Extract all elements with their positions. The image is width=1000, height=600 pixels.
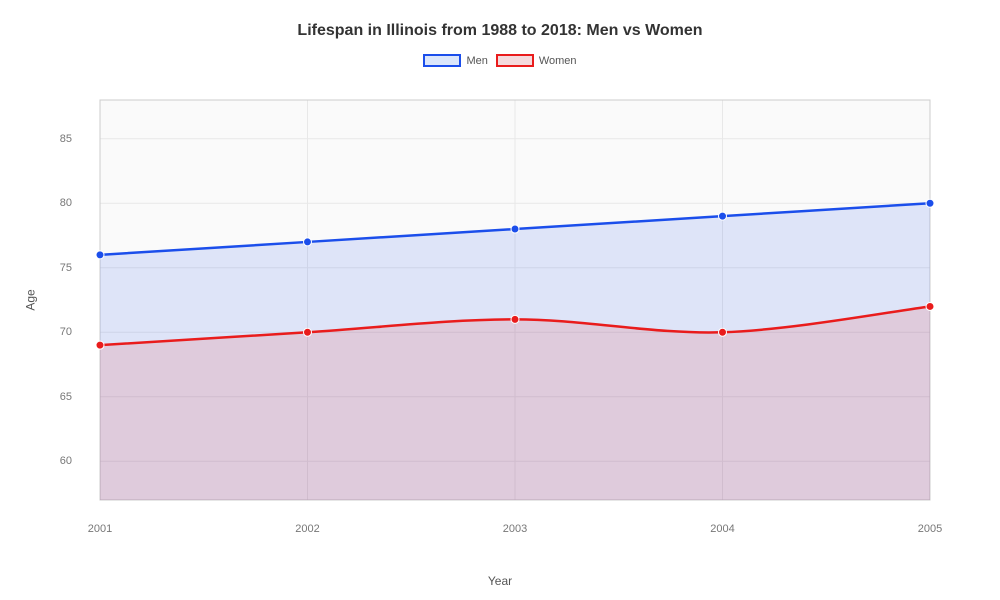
marker-women[interactable] [304, 328, 312, 336]
y-tick-label: 80 [60, 197, 72, 209]
y-tick-label: 60 [60, 455, 72, 467]
y-axis-label: Age [24, 289, 38, 310]
x-tick-label: 2003 [503, 523, 527, 535]
legend-label-men: Men [466, 55, 487, 67]
y-tick-label: 70 [60, 326, 72, 338]
y-tick-label: 85 [60, 133, 72, 145]
x-tick-label: 2002 [295, 523, 319, 535]
marker-men[interactable] [926, 199, 934, 207]
plot-area: 60657075808520012002200320042005 [80, 95, 950, 515]
marker-women[interactable] [926, 302, 934, 310]
legend-swatch-women [496, 54, 534, 67]
marker-women[interactable] [719, 328, 727, 336]
marker-men[interactable] [511, 225, 519, 233]
x-tick-label: 2004 [710, 523, 734, 535]
marker-men[interactable] [719, 212, 727, 220]
y-tick-label: 75 [60, 262, 72, 274]
legend-swatch-men [423, 54, 461, 67]
legend-item-men[interactable]: Men [423, 54, 487, 67]
x-tick-label: 2001 [88, 523, 112, 535]
chart-svg [80, 95, 950, 515]
y-tick-label: 65 [60, 391, 72, 403]
marker-men[interactable] [304, 238, 312, 246]
legend: Men Women [0, 54, 1000, 67]
chart-title: Lifespan in Illinois from 1988 to 2018: … [0, 0, 1000, 40]
marker-women[interactable] [511, 315, 519, 323]
x-tick-label: 2005 [918, 523, 942, 535]
legend-label-women: Women [539, 55, 577, 67]
x-axis-label: Year [488, 574, 512, 588]
marker-women[interactable] [96, 341, 104, 349]
chart-container: Lifespan in Illinois from 1988 to 2018: … [0, 0, 1000, 600]
legend-item-women[interactable]: Women [496, 54, 577, 67]
marker-men[interactable] [96, 251, 104, 259]
